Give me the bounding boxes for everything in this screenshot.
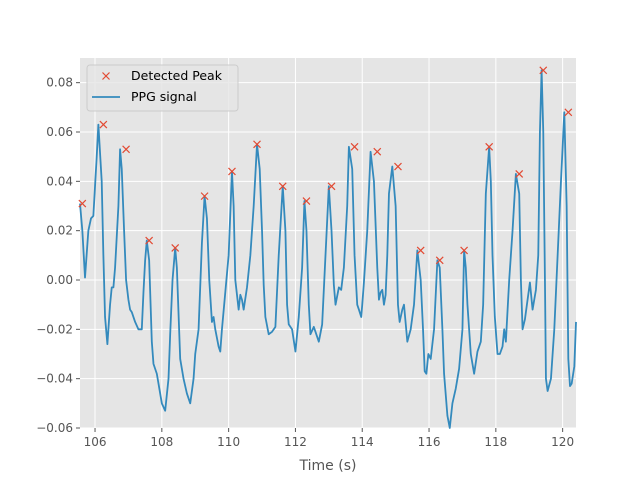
peak-marker	[302, 197, 311, 205]
peak-marker	[539, 66, 548, 75]
series-line-ppg-signal	[79, 69, 577, 429]
peak-marker	[228, 167, 236, 176]
legend: Detected Peak PPG signal	[86, 64, 239, 112]
x-tick-label: 112	[284, 435, 307, 449]
legend-label-ppg-signal: PPG signal	[131, 89, 197, 104]
y-tick-label: −0.06	[36, 421, 73, 435]
peak-marker	[485, 142, 494, 151]
peak-marker	[460, 246, 469, 255]
grid-lines	[80, 58, 576, 429]
y-tick-label: −0.04	[36, 372, 73, 386]
peak-marker	[200, 192, 209, 201]
peak-marker	[373, 147, 382, 156]
peak-marker	[416, 246, 425, 255]
peak-marker	[435, 256, 444, 265]
y-tick-label: 0.00	[46, 273, 73, 287]
peak-marker	[145, 236, 154, 245]
x-tick-label: 114	[351, 435, 374, 449]
peak-marker	[327, 182, 336, 191]
peak-marker	[350, 142, 359, 151]
y-tick-label: 0.04	[46, 174, 73, 188]
peak-marker	[78, 199, 87, 208]
y-tick-label: 0.08	[46, 76, 73, 90]
peak-marker	[171, 244, 180, 252]
detected-peak-markers	[78, 66, 573, 265]
ppg-signal-line	[79, 69, 577, 429]
peak-marker	[122, 145, 131, 154]
x-tick-label: 108	[150, 435, 173, 449]
legend-box	[86, 64, 239, 112]
x-tick-label: 120	[551, 435, 574, 449]
x-axis-ticks: 106 108 110 112 114 116 118 120	[84, 428, 574, 449]
peak-marker	[99, 120, 108, 129]
y-tick-label: −0.02	[36, 322, 73, 336]
x-tick-label: 116	[418, 435, 441, 449]
y-tick-label: 0.02	[46, 224, 73, 238]
legend-x-marker	[102, 72, 110, 80]
x-tick-label: 106	[84, 435, 107, 449]
peak-marker	[278, 182, 287, 191]
legend-label-detected-peak: Detected Peak	[131, 68, 223, 83]
peak-marker	[253, 140, 261, 149]
y-tick-label: 0.06	[46, 125, 73, 139]
peak-marker	[564, 108, 573, 117]
y-axis-ticks: −0.06 −0.04 −0.02 0.00 0.02 0.04 0.06 0.08	[36, 76, 80, 435]
legend-peak-marker-icon	[102, 72, 110, 80]
x-axis-title: Time (s)	[299, 458, 357, 474]
peak-marker	[394, 162, 402, 171]
plot-background	[80, 58, 576, 428]
peak-marker	[515, 170, 524, 178]
x-tick-label: 110	[217, 435, 240, 449]
x-tick-label: 118	[484, 435, 507, 449]
